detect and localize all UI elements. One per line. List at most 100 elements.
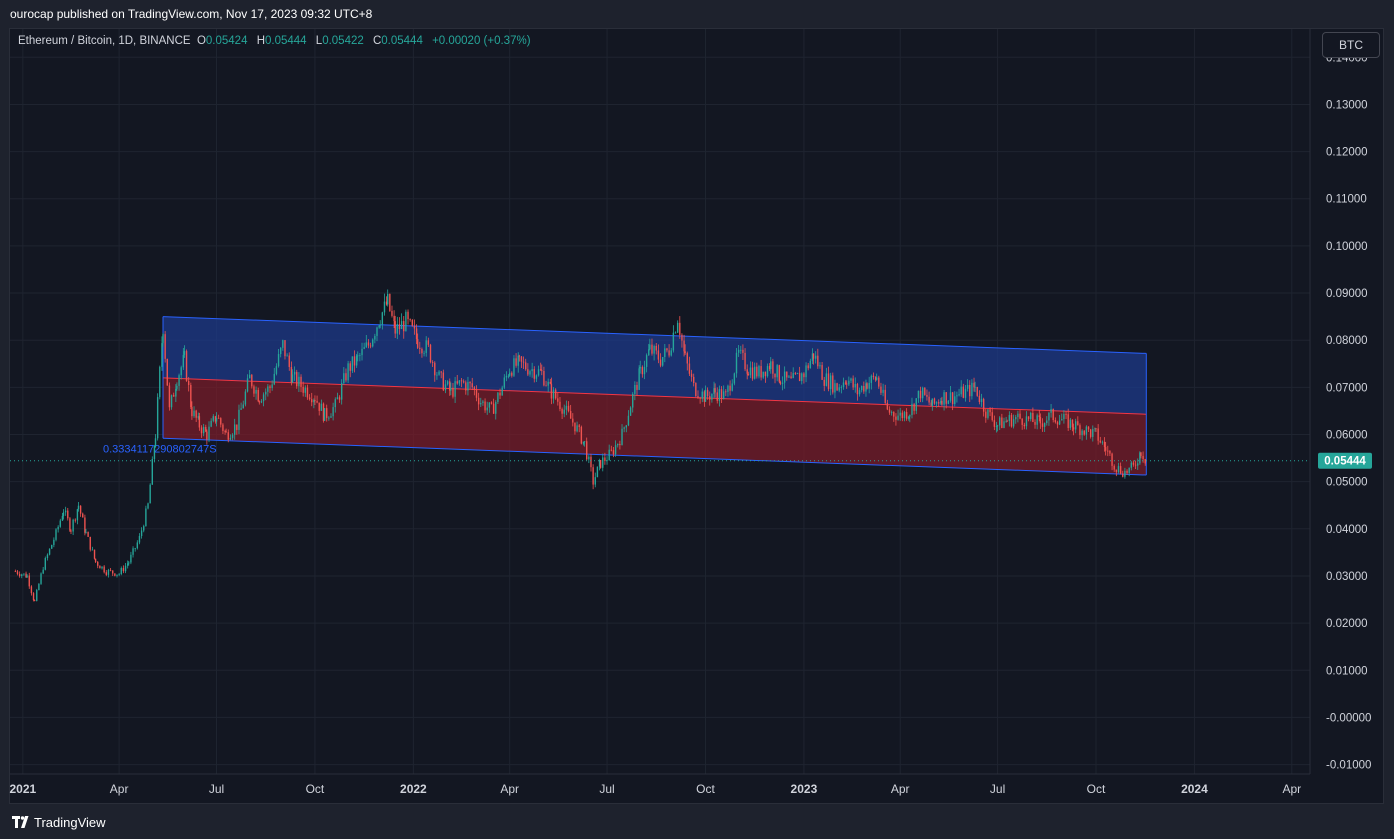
candle-body xyxy=(210,420,212,427)
candle-body xyxy=(389,293,391,311)
candle-body xyxy=(403,321,405,332)
candle xyxy=(714,383,716,398)
candle-body xyxy=(639,367,641,369)
candle-body xyxy=(101,566,103,569)
candle-body xyxy=(379,324,381,326)
candle-body xyxy=(921,387,924,399)
candle-body xyxy=(720,389,723,399)
candle-body xyxy=(1010,415,1013,427)
candle xyxy=(976,386,978,397)
candle-body xyxy=(383,301,386,313)
tradingview-brand[interactable]: TradingView xyxy=(34,815,106,830)
candle-body xyxy=(747,373,749,376)
candle xyxy=(233,418,236,440)
candle xyxy=(606,456,608,465)
candle-body xyxy=(649,344,651,350)
candle xyxy=(490,401,493,405)
candle xyxy=(143,524,145,533)
candle-body xyxy=(1122,473,1124,477)
candle-body xyxy=(716,392,718,401)
candle xyxy=(44,556,47,571)
candle-body xyxy=(322,403,325,421)
candle xyxy=(533,366,535,383)
candle xyxy=(446,380,449,386)
candle xyxy=(740,345,742,354)
candle xyxy=(89,536,91,552)
candle xyxy=(779,380,782,386)
candle xyxy=(1139,451,1141,465)
candle-body xyxy=(580,426,583,444)
candle xyxy=(786,371,788,381)
candle xyxy=(531,362,533,378)
candle xyxy=(178,373,180,391)
candle xyxy=(460,377,463,388)
candle xyxy=(664,343,666,363)
candle-body xyxy=(928,396,930,403)
price-tick-label: 0.04000 xyxy=(1326,524,1368,536)
candle xyxy=(236,424,238,435)
candle xyxy=(458,380,461,386)
candle xyxy=(947,400,950,405)
candle xyxy=(699,396,701,404)
candle-body xyxy=(306,387,309,398)
last-price-badge xyxy=(1318,452,1372,469)
candle xyxy=(154,434,157,448)
candle xyxy=(586,437,588,461)
candle xyxy=(334,397,336,413)
candle xyxy=(807,363,809,371)
candle xyxy=(64,506,67,516)
candle xyxy=(987,409,989,420)
price-tick-label: 0.10000 xyxy=(1326,241,1368,253)
currency-button[interactable]: BTC xyxy=(1322,32,1380,58)
candle-body xyxy=(72,519,74,532)
candle xyxy=(405,309,407,332)
candle xyxy=(258,400,261,405)
candle-body xyxy=(505,375,508,378)
candle-body xyxy=(1104,447,1107,451)
candle xyxy=(792,367,794,379)
candle xyxy=(547,378,549,392)
publish-header: ourocap published on TradingView.com, No… xyxy=(0,0,1394,28)
candle-body xyxy=(262,394,265,402)
candle-body xyxy=(1012,419,1015,427)
candle xyxy=(567,401,570,413)
candle-body xyxy=(166,358,168,386)
candle xyxy=(790,371,792,379)
candle xyxy=(608,444,610,461)
candle-body xyxy=(938,402,940,404)
candle xyxy=(164,331,166,363)
candle xyxy=(423,350,425,357)
time-tick-label: Oct xyxy=(306,782,325,796)
candle xyxy=(821,361,823,380)
candle xyxy=(173,392,175,397)
candle xyxy=(844,380,847,385)
candle xyxy=(735,348,738,378)
candle-body xyxy=(224,430,226,432)
candle-body xyxy=(359,355,361,356)
candle xyxy=(1050,404,1052,418)
candle xyxy=(467,376,469,396)
candle-body xyxy=(353,356,356,366)
candle xyxy=(908,415,910,421)
candle xyxy=(868,376,870,394)
candle-body xyxy=(897,415,899,420)
candle-body xyxy=(619,443,621,446)
candle xyxy=(928,391,930,406)
candle-body xyxy=(973,382,975,388)
candle xyxy=(798,366,801,382)
candle xyxy=(770,357,772,374)
candle-body xyxy=(311,399,313,403)
candle xyxy=(1061,413,1063,421)
candle-body xyxy=(683,340,685,352)
candle xyxy=(505,371,508,382)
candle xyxy=(394,315,396,338)
candle xyxy=(574,422,576,435)
candle-body xyxy=(191,407,193,417)
candle xyxy=(488,402,491,413)
candle xyxy=(55,528,57,542)
candle xyxy=(415,324,418,345)
candle xyxy=(517,352,519,373)
candle xyxy=(1083,430,1085,436)
candle xyxy=(284,340,286,360)
